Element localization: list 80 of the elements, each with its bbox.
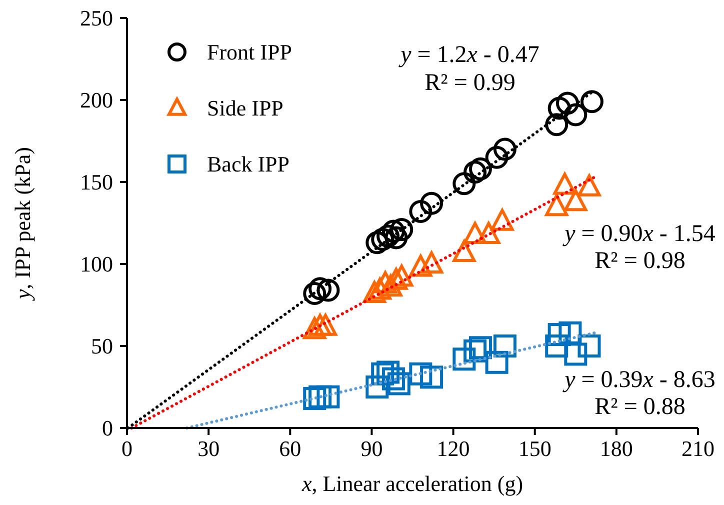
legend-label: Back IPP	[207, 152, 290, 177]
point	[366, 376, 389, 398]
point	[477, 222, 500, 244]
point	[564, 189, 588, 212]
x-tick-label: 30	[198, 436, 220, 461]
point	[468, 336, 492, 360]
legend-label: Front IPP	[207, 40, 292, 65]
point	[452, 348, 476, 371]
annotation: R² = 0.98	[594, 248, 686, 274]
point	[409, 254, 432, 277]
y-tick-label: 250	[80, 6, 113, 31]
point	[556, 92, 579, 115]
point	[548, 96, 571, 120]
y-axis-title: y, IPP peak (kPa)	[10, 147, 35, 301]
point	[376, 224, 400, 248]
point	[452, 240, 476, 262]
point	[558, 321, 582, 344]
point	[420, 192, 444, 215]
y-tick-label: 200	[80, 88, 113, 113]
x-axis-title: x, Linear acceleration (g)	[300, 471, 524, 496]
annotation: R² = 0.99	[424, 70, 516, 96]
point	[468, 157, 492, 180]
point	[303, 282, 326, 306]
point	[371, 228, 394, 251]
point	[578, 174, 601, 196]
point	[464, 160, 487, 184]
point	[409, 200, 432, 224]
point	[578, 334, 601, 358]
point	[387, 372, 410, 396]
point	[485, 350, 508, 374]
point	[382, 220, 405, 243]
annotation: y = 0.39x - 8.63	[562, 367, 716, 393]
point	[485, 146, 508, 169]
point	[493, 138, 516, 161]
point	[464, 222, 487, 244]
point	[303, 386, 326, 410]
point	[308, 277, 332, 300]
y-tick-label: 0	[102, 416, 113, 441]
y-tick-label: 50	[91, 334, 113, 359]
point	[545, 334, 568, 358]
point	[545, 194, 568, 216]
annotation: y = 0.90x - 1.54	[562, 221, 716, 247]
point	[420, 366, 444, 389]
x-tick-label: 60	[279, 436, 302, 461]
point	[316, 278, 340, 302]
annotation: y = 1.2x - 0.47	[398, 42, 540, 68]
point	[390, 218, 414, 242]
y-tick-label: 150	[80, 170, 113, 195]
point	[316, 385, 340, 408]
x-tick-label: 180	[600, 436, 633, 461]
annotation: R² = 0.88	[594, 394, 686, 420]
x-tick-label: 0	[122, 436, 132, 461]
point	[384, 268, 408, 290]
x-tick-label: 210	[682, 436, 714, 461]
point	[564, 342, 588, 366]
point	[553, 172, 576, 195]
point	[374, 271, 397, 294]
point	[420, 252, 444, 274]
point	[490, 208, 514, 231]
point	[409, 362, 432, 386]
x-tick-label: 150	[518, 436, 552, 461]
point	[548, 323, 571, 346]
point	[580, 90, 604, 114]
legend-label: Side IPP	[207, 96, 284, 121]
x-tick-label: 90	[360, 436, 383, 461]
x-tick-label: 120	[436, 436, 470, 461]
y-tick-label: 100	[80, 252, 113, 277]
point	[303, 317, 326, 340]
point	[362, 281, 386, 304]
point	[366, 231, 389, 254]
point	[371, 362, 394, 386]
point	[368, 278, 392, 300]
point	[376, 360, 400, 384]
point	[545, 113, 568, 136]
point	[390, 264, 414, 287]
point	[382, 367, 405, 390]
point	[564, 103, 588, 126]
point	[452, 172, 476, 196]
point	[384, 226, 408, 250]
point	[308, 385, 332, 408]
